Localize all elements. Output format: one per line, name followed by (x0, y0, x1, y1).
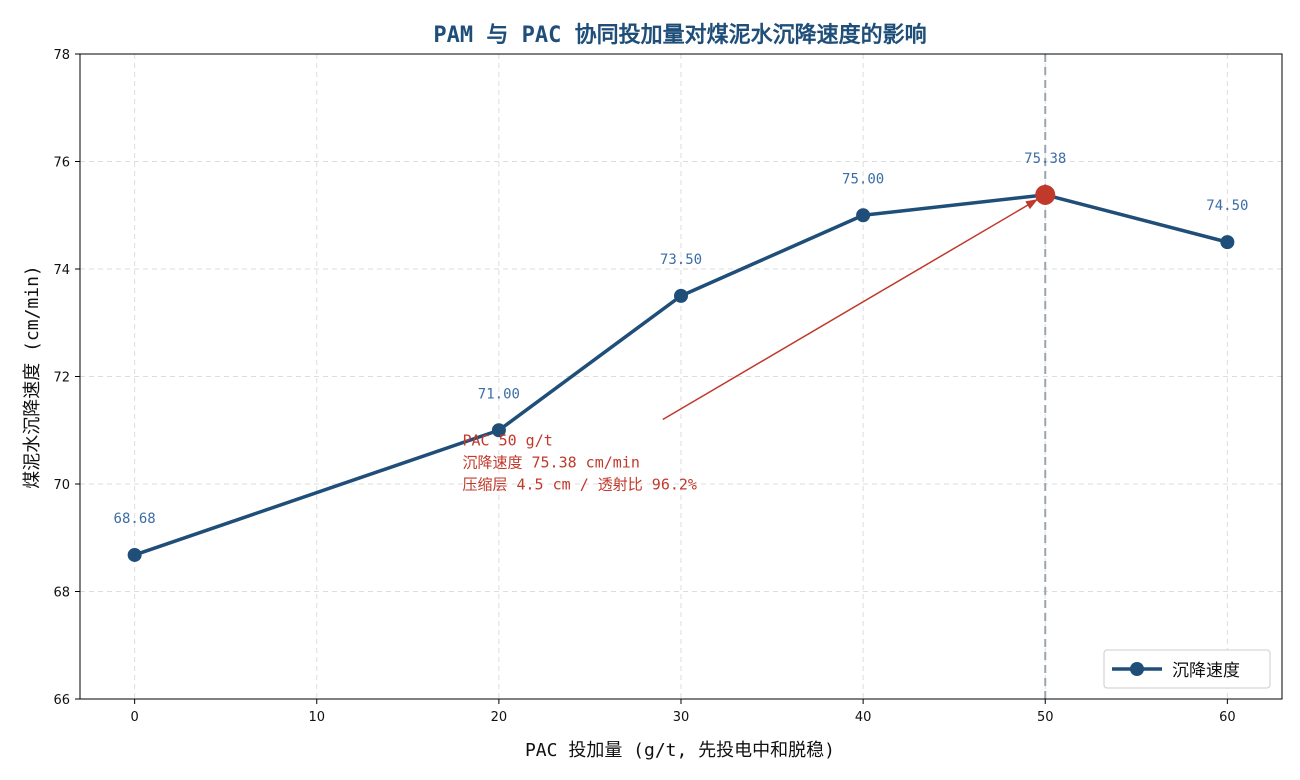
data-label: 74.50 (1206, 198, 1248, 214)
legend-label: 沉降速度 (1172, 661, 1240, 681)
chart-title: PAM 与 PAC 协同投加量对煤泥水沉降速度的影响 (433, 22, 926, 48)
x-tick-label: 20 (491, 710, 508, 725)
annotation-arrow-line (662, 198, 1039, 421)
y-tick-label: 70 (53, 478, 70, 493)
x-tick-label: 10 (308, 710, 325, 725)
y-tick-label: 68 (53, 586, 70, 601)
series-layer: 68.68 71.00 73.50 75.00 75.38 74.50 (114, 151, 1248, 562)
annotation-text-line: 压缩层 4.5 cm / 透射比 96.2% (462, 476, 697, 494)
ticks: 0 10 20 30 40 50 60 66 68 70 72 74 76 78 (53, 48, 1235, 725)
x-tick-label: 0 (130, 710, 138, 725)
y-tick-label: 74 (53, 263, 70, 278)
data-point (856, 208, 871, 223)
legend: 沉降速度 (1103, 649, 1271, 689)
data-label: 75.38 (1024, 151, 1066, 167)
legend-box (1103, 649, 1271, 689)
x-tick-label: 60 (1219, 710, 1236, 725)
y-tick-label: 66 (53, 693, 70, 708)
x-tick-label: 30 (673, 710, 690, 725)
series-line (134, 193, 1228, 557)
annotation-text-line: 沉降速度 75.38 cm/min (462, 454, 639, 472)
legend-marker-swatch (1130, 662, 1144, 676)
x-tick-label: 40 (855, 710, 872, 725)
x-tick-label: 50 (1037, 710, 1054, 725)
data-label: 75.00 (842, 171, 884, 187)
y-axis-label: 煤泥水沉降速度 (cm/min) (22, 265, 43, 489)
y-tick-label: 72 (53, 371, 70, 386)
annotation-arrow-head (1025, 199, 1038, 210)
highlight-point (1035, 184, 1056, 205)
y-tick-label: 76 (53, 156, 70, 171)
data-point (491, 423, 506, 438)
data-label: 68.68 (114, 511, 156, 527)
data-label: 73.50 (660, 252, 702, 268)
data-label: 71.00 (478, 386, 520, 402)
y-tick-label: 78 (53, 48, 70, 63)
data-point (1220, 235, 1235, 250)
annotation-text-line: PAC 50 g/t (462, 432, 552, 450)
x-axis-label: PAC 投加量 (g/t, 先投电中和脱稳) (525, 740, 835, 761)
data-point (127, 547, 142, 562)
data-point (674, 288, 688, 303)
annotation-layer: PAC 50 g/t 沉降速度 75.38 cm/min 压缩层 4.5 cm / … (462, 198, 1039, 494)
